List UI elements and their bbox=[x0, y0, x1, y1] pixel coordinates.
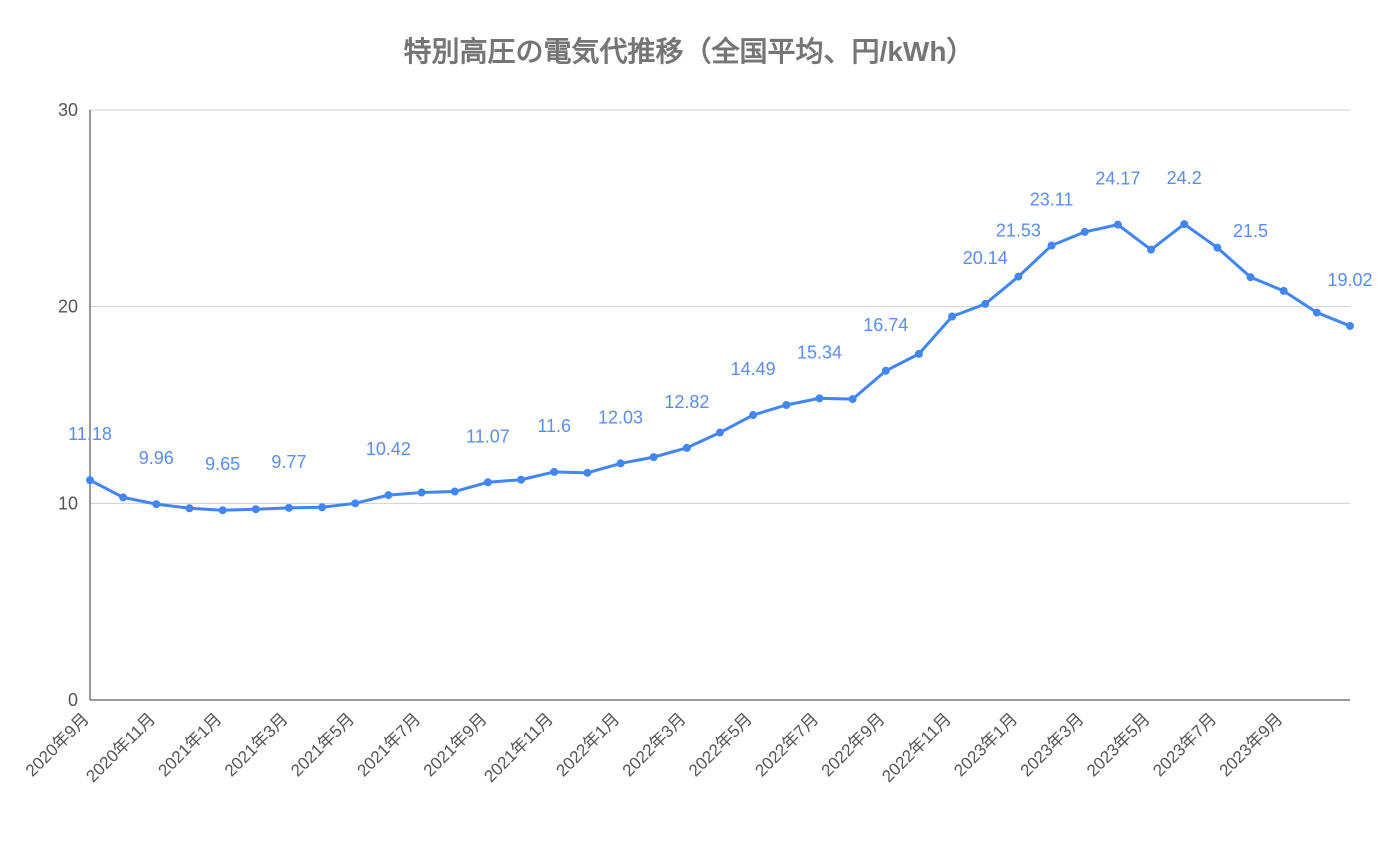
data-point bbox=[815, 394, 823, 402]
chart-svg: 0 10 20 30 11.18 9.96 9.65 9.77 10.42 11.07 11.6 12… bbox=[0, 70, 1378, 852]
data-point bbox=[1213, 244, 1221, 252]
x-tick-label: 2023年9月 bbox=[1216, 709, 1287, 780]
data-point bbox=[1180, 220, 1188, 228]
value-label: 16.74 bbox=[863, 315, 908, 335]
data-point bbox=[683, 444, 691, 452]
data-point bbox=[1313, 309, 1321, 317]
data-point bbox=[1147, 246, 1155, 254]
line-chart: 特別高圧の電気代推移（全国平均、円/kWh） 0 10 20 30 11.18 9.96 9… bbox=[0, 0, 1378, 852]
data-point bbox=[119, 493, 127, 501]
data-point bbox=[418, 489, 426, 497]
value-label: 12.03 bbox=[598, 407, 643, 427]
x-tick-label: 2021年1月 bbox=[155, 709, 226, 780]
data-point bbox=[318, 503, 326, 511]
x-tick-label: 2022年1月 bbox=[552, 709, 623, 780]
data-point bbox=[384, 491, 392, 499]
data-point bbox=[484, 478, 492, 486]
data-point bbox=[782, 401, 790, 409]
data-point bbox=[517, 476, 525, 484]
value-label: 24.2 bbox=[1167, 168, 1202, 188]
data-point bbox=[716, 429, 724, 437]
value-label: 11.6 bbox=[537, 416, 571, 436]
x-tick-label: 2023年5月 bbox=[1083, 709, 1154, 780]
x-tick-label: 2023年1月 bbox=[950, 709, 1021, 780]
x-tick-label: 2021年5月 bbox=[287, 709, 358, 780]
y-tick-label: 30 bbox=[58, 100, 78, 120]
data-point bbox=[185, 504, 193, 512]
data-point bbox=[1048, 242, 1056, 250]
x-tick-label: 2021年7月 bbox=[353, 709, 424, 780]
data-point bbox=[583, 469, 591, 477]
data-point bbox=[749, 411, 757, 419]
x-tick-label: 2023年7月 bbox=[1149, 709, 1220, 780]
data-point bbox=[1247, 273, 1255, 281]
value-label: 11.07 bbox=[466, 426, 510, 446]
y-tick-label: 0 bbox=[68, 690, 78, 710]
data-point bbox=[849, 395, 857, 403]
x-tick-label: 2023年3月 bbox=[1017, 709, 1088, 780]
data-point bbox=[617, 459, 625, 467]
value-label: 24.17 bbox=[1095, 169, 1140, 189]
value-label: 12.82 bbox=[664, 392, 709, 412]
y-tick-label: 20 bbox=[58, 297, 78, 317]
y-tick-label: 10 bbox=[58, 493, 78, 513]
x-tick-label: 2021年11月 bbox=[480, 709, 557, 786]
data-point bbox=[981, 300, 989, 308]
data-point bbox=[650, 453, 658, 461]
data-point bbox=[1014, 273, 1022, 281]
x-tick-label: 2020年9月 bbox=[22, 709, 93, 780]
data-point bbox=[1346, 322, 1354, 330]
value-label: 21.53 bbox=[996, 221, 1041, 241]
data-point bbox=[86, 476, 94, 484]
value-label: 9.65 bbox=[205, 454, 240, 474]
data-point bbox=[948, 313, 956, 321]
value-label: 14.49 bbox=[731, 359, 776, 379]
data-point bbox=[882, 367, 890, 375]
data-point bbox=[915, 350, 923, 358]
value-label: 23.11 bbox=[1030, 190, 1074, 210]
x-tick-label: 2021年9月 bbox=[420, 709, 491, 780]
x-tick-label: 2021年3月 bbox=[221, 709, 292, 780]
data-point bbox=[351, 499, 359, 507]
value-label: 9.96 bbox=[139, 448, 174, 468]
x-tick-label: 2022年9月 bbox=[818, 709, 889, 780]
x-tick-label: 2022年7月 bbox=[751, 709, 822, 780]
x-tick-label: 2022年11月 bbox=[878, 709, 955, 786]
value-label: 21.5 bbox=[1233, 221, 1268, 241]
value-label: 20.14 bbox=[963, 248, 1008, 268]
chart-title: 特別高圧の電気代推移（全国平均、円/kWh） bbox=[0, 0, 1378, 70]
value-label: 9.77 bbox=[271, 452, 306, 472]
value-label: 11.18 bbox=[68, 424, 112, 444]
value-label: 15.34 bbox=[797, 342, 842, 362]
data-point bbox=[1114, 221, 1122, 229]
data-point bbox=[252, 505, 260, 513]
data-point bbox=[1081, 228, 1089, 236]
data-point bbox=[1280, 287, 1288, 295]
data-point bbox=[550, 468, 558, 476]
x-tick-label: 2022年5月 bbox=[685, 709, 756, 780]
x-tick-label: 2022年3月 bbox=[619, 709, 690, 780]
value-label: 19.02 bbox=[1327, 270, 1372, 290]
data-point bbox=[451, 488, 459, 496]
data-point bbox=[152, 500, 160, 508]
data-point bbox=[219, 506, 227, 514]
value-label: 10.42 bbox=[366, 439, 411, 459]
data-point bbox=[285, 504, 293, 512]
x-tick-label: 2020年11月 bbox=[82, 709, 159, 786]
